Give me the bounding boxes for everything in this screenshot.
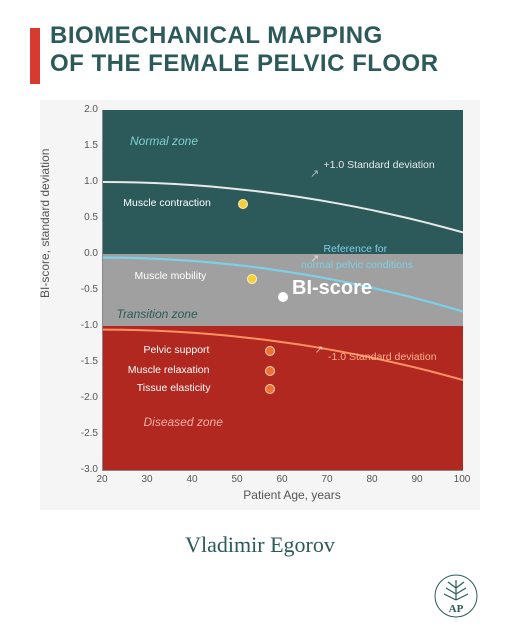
- annotation-normal-pelvic-conditions: normal pelvic conditions: [301, 259, 413, 271]
- annotation-muscle-contraction: Muscle contraction: [123, 197, 211, 209]
- author-name: Vladimir Egorov: [185, 532, 335, 558]
- y-axis-label: BI-score, standard deviation: [38, 149, 52, 298]
- xtick: 40: [180, 474, 204, 485]
- book-title: BIOMECHANICAL MAPPING OF THE FEMALE PELV…: [50, 22, 480, 77]
- ytick: 1.5: [70, 140, 98, 151]
- ytick: 2.0: [70, 104, 98, 115]
- logo-text: AP: [449, 603, 464, 615]
- zone-label-diseased: Diseased zone: [144, 415, 223, 429]
- marker-muscle-relaxation: [265, 366, 275, 376]
- ytick: -0.5: [70, 284, 98, 295]
- annotation-muscle-relaxation: Muscle relaxation: [128, 364, 210, 376]
- xtick: 50: [225, 474, 249, 485]
- annotation--1-0-standard-deviation: -1.0 Standard deviation: [328, 351, 437, 363]
- xtick: 80: [360, 474, 384, 485]
- chart-frame: BI-score, standard deviation Normal zone…: [40, 100, 480, 510]
- title-line-2: OF THE FEMALE PELVIC FLOOR: [50, 50, 439, 77]
- zone-label-transition: Transition zone: [117, 307, 198, 321]
- ytick: -1.0: [70, 320, 98, 331]
- zone-label-normal: Normal zone: [130, 134, 198, 148]
- xtick: 30: [135, 474, 159, 485]
- xtick: 20: [90, 474, 114, 485]
- ytick: -2.5: [70, 428, 98, 439]
- ytick: 1.0: [70, 176, 98, 187]
- annotation-muscle-mobility: Muscle mobility: [135, 270, 207, 282]
- x-axis-label: Patient Age, years: [232, 488, 352, 502]
- annotation-tissue-elasticity: Tissue elasticity: [137, 382, 211, 394]
- ytick: 0.5: [70, 212, 98, 223]
- bi-score-label: BI-score: [292, 277, 372, 300]
- xtick: 90: [405, 474, 429, 485]
- marker-tissue-elasticity: [265, 384, 275, 394]
- ytick: -2.0: [70, 392, 98, 403]
- publisher-logo: AP: [434, 574, 478, 618]
- book-cover: BIOMECHANICAL MAPPING OF THE FEMALE PELV…: [0, 0, 520, 640]
- ytick: -1.5: [70, 356, 98, 367]
- marker-pelvic-support: [265, 346, 275, 356]
- annotation-pelvic-support: Pelvic support: [144, 344, 210, 356]
- arrow-upper-icon: ↗: [310, 167, 319, 180]
- arrow-lower-icon: ↗: [315, 343, 324, 356]
- xtick: 100: [450, 474, 474, 485]
- ytick: 0.0: [70, 248, 98, 259]
- marker-muscle-mobility: [247, 274, 257, 284]
- xtick: 70: [315, 474, 339, 485]
- title-line-1: BIOMECHANICAL MAPPING: [50, 22, 383, 49]
- xtick: 60: [270, 474, 294, 485]
- annotation-reference-for: Reference for: [324, 243, 388, 255]
- title-accent-bar: [30, 28, 40, 84]
- marker-muscle-contraction: [238, 199, 248, 209]
- plot-area: Normal zone Transition zone Diseased zon…: [102, 110, 463, 471]
- annotation--1-0-standard-deviation: +1.0 Standard deviation: [324, 159, 435, 171]
